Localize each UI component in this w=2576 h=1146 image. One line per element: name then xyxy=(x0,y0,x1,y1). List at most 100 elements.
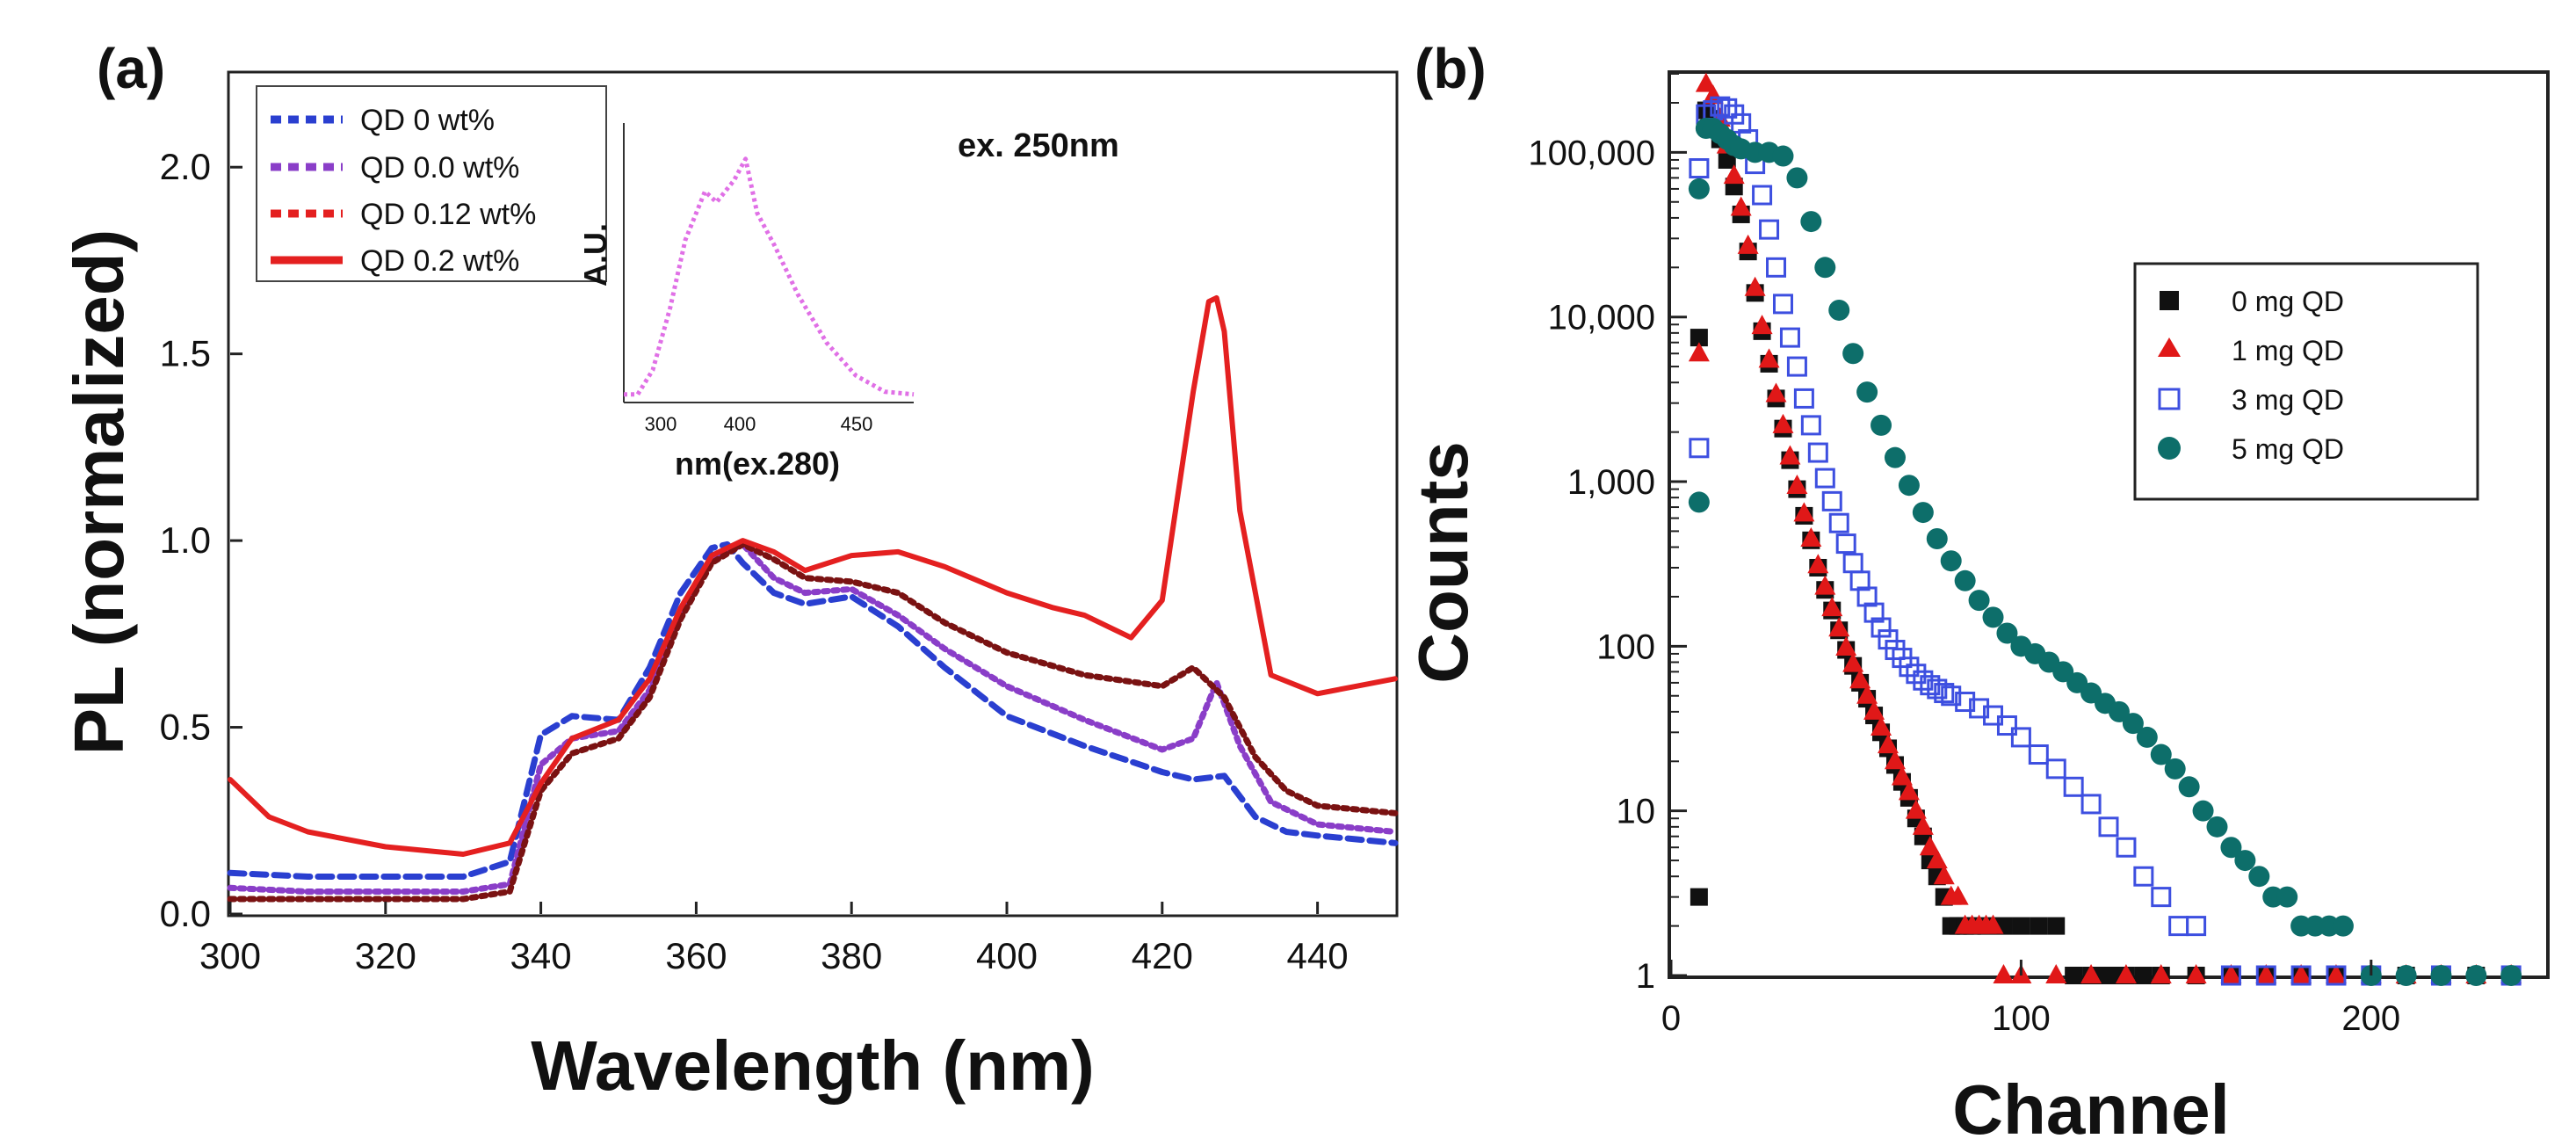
data-point-3-mg-qd xyxy=(2133,866,2154,887)
data-point-1-mg-qd xyxy=(1878,734,1899,754)
x-tick-label-300: 300 xyxy=(199,935,261,976)
legend-label-0mg: 0 mg QD xyxy=(2232,286,2344,317)
legend-marker-3mg xyxy=(2158,388,2181,410)
data-point-5-mg-qd xyxy=(2395,965,2417,986)
inset-tick-450: 450 xyxy=(841,413,873,435)
data-point-3-mg-qd xyxy=(1849,570,1870,591)
data-point-3-mg-qd xyxy=(1717,98,1738,119)
data-point-3-mg-qd xyxy=(1927,678,1948,700)
data-point-3-mg-qd xyxy=(1934,683,1955,704)
legend-marker-1mg xyxy=(2158,337,2181,357)
data-point-5-mg-qd xyxy=(2122,713,2144,735)
data-point-0-mg-qd xyxy=(1690,329,1708,347)
b-y-tick-label-5: 100,000 xyxy=(1528,134,1655,172)
panel-a-label: (a) xyxy=(97,37,165,100)
x-tick-label-320: 320 xyxy=(355,935,416,976)
data-point-5-mg-qd xyxy=(1968,590,1990,612)
data-point-5-mg-qd xyxy=(1856,381,1878,403)
data-point-1-mg-qd xyxy=(1856,684,1878,704)
legend-label-qd02: QD 0.2 wt% xyxy=(360,244,519,278)
data-point-3-mg-qd xyxy=(1689,158,1710,179)
data-point-1-mg-qd xyxy=(1786,475,1808,495)
legend-label-3mg: 3 mg QD xyxy=(2232,384,2344,416)
data-point-5-mg-qd xyxy=(2234,850,2256,872)
data-point-3-mg-qd xyxy=(1941,685,1962,707)
inset-ylabel: A.U. xyxy=(577,223,613,286)
y-tick-label-1: 0.5 xyxy=(160,707,211,748)
data-point-3-mg-qd xyxy=(1835,533,1856,555)
series-line-qd-0-2-wt xyxy=(228,294,1398,857)
plot-b-y-axis: 1 10 100 1,000 10,000 100,000 xyxy=(1528,73,1687,996)
data-point-1-mg-qd xyxy=(1730,196,1752,216)
data-point-5-mg-qd xyxy=(1786,167,1808,189)
legend-label-qd012: QD 0.12 wt% xyxy=(360,198,536,231)
data-point-0-mg-qd xyxy=(2100,967,2117,984)
data-point-3-mg-qd xyxy=(1793,388,1814,409)
data-point-5-mg-qd xyxy=(1688,178,1710,199)
plot-a-legend: QD 0 wt% QD 0.0 wt% QD 0.12 wt% QD 0.2 w… xyxy=(256,85,607,282)
data-point-5-mg-qd xyxy=(1800,211,1822,233)
data-point-1-mg-qd xyxy=(1723,164,1745,185)
data-point-3-mg-qd xyxy=(1828,512,1849,533)
b-y-tick-label-3: 1,000 xyxy=(1567,463,1655,502)
data-point-1-mg-qd xyxy=(2220,964,2242,983)
data-point-5-mg-qd xyxy=(1996,622,2018,644)
data-point-5-mg-qd xyxy=(2150,743,2172,765)
data-point-5-mg-qd xyxy=(2465,965,2487,986)
data-point-5-mg-qd xyxy=(2500,965,2522,986)
data-point-1-mg-qd xyxy=(1695,72,1717,92)
plot-b-x-axis: 0 100 200 xyxy=(1661,960,2400,1038)
b-x-tick-label-0: 0 xyxy=(1661,999,1681,1038)
inset-tick-400: 400 xyxy=(724,413,756,435)
legend-b-box xyxy=(2133,262,2479,501)
x-tick-label-400: 400 xyxy=(976,935,1038,976)
data-point-3-mg-qd xyxy=(1800,415,1821,436)
b-x-tick-label-100: 100 xyxy=(1992,999,2051,1038)
plot-b-xlabel: Channel xyxy=(1952,1070,2230,1146)
data-point-3-mg-qd xyxy=(1996,715,2017,736)
inset-excitation-spectrum: 300 400 450 nm(ex.280) A.U. xyxy=(577,123,915,482)
data-point-3-mg-qd xyxy=(1906,664,1927,685)
b-y-tick-label-1: 10 xyxy=(1617,793,1656,831)
data-point-5-mg-qd xyxy=(2192,800,2214,822)
data-point-1-mg-qd xyxy=(1842,652,1864,672)
data-point-5-mg-qd xyxy=(2136,726,2158,748)
data-point-5-mg-qd xyxy=(1982,606,2004,628)
data-point-5-mg-qd xyxy=(2206,816,2228,838)
data-point-1-mg-qd xyxy=(1793,502,1815,522)
data-point-1-mg-qd xyxy=(1891,765,1913,786)
data-point-1-mg-qd xyxy=(2150,964,2172,983)
plot-b-legend: 0 mg QD 1 mg QD 3 mg QD 5 mg QD xyxy=(2133,262,2479,501)
x-tick-label-360: 360 xyxy=(665,935,727,976)
series-5-mg-qd xyxy=(1688,118,2522,986)
b-y-tick-label-2: 100 xyxy=(1596,627,1655,666)
data-point-5-mg-qd xyxy=(1954,569,1976,591)
data-point-1-mg-qd xyxy=(1919,836,1941,856)
data-point-1-mg-qd xyxy=(2185,964,2207,983)
data-point-1-mg-qd xyxy=(2045,964,2067,983)
legend-marker-5mg xyxy=(2158,437,2181,460)
y-tick-label-2: 1.0 xyxy=(160,519,211,561)
data-point-1-mg-qd xyxy=(2080,964,2102,983)
b-x-tick-label-200: 200 xyxy=(2341,999,2400,1038)
data-point-3-mg-qd xyxy=(2116,837,2137,858)
data-point-0-mg-qd xyxy=(2030,917,2048,935)
x-tick-label-340: 340 xyxy=(510,935,572,976)
plot-a-ylabel: PL (normalized) xyxy=(60,229,138,756)
plot-a-xlabel: Wavelength (nm) xyxy=(531,1026,1094,1105)
data-point-1-mg-qd xyxy=(1828,617,1850,637)
data-point-1-mg-qd xyxy=(1993,964,2015,983)
plot-a-y-axis: 0.0 0.5 1.0 1.5 2.0 xyxy=(160,146,242,934)
plot-b-series xyxy=(1688,72,2522,986)
data-point-5-mg-qd xyxy=(1772,145,1794,167)
data-point-5-mg-qd xyxy=(2178,776,2200,798)
data-point-3-mg-qd xyxy=(1842,553,1863,574)
data-point-3-mg-qd xyxy=(1779,327,1800,348)
inset-line-excitation xyxy=(624,156,915,397)
data-point-5-mg-qd xyxy=(1688,491,1710,513)
data-point-5-mg-qd xyxy=(2276,886,2298,908)
data-point-0-mg-qd xyxy=(2065,967,2083,984)
data-point-3-mg-qd xyxy=(2326,965,2347,986)
data-point-3-mg-qd xyxy=(2186,916,2207,937)
panel-b: (b) 0 100 200 1 10 100 1,000 10,000 100,000 Cha… xyxy=(1404,37,2550,1146)
